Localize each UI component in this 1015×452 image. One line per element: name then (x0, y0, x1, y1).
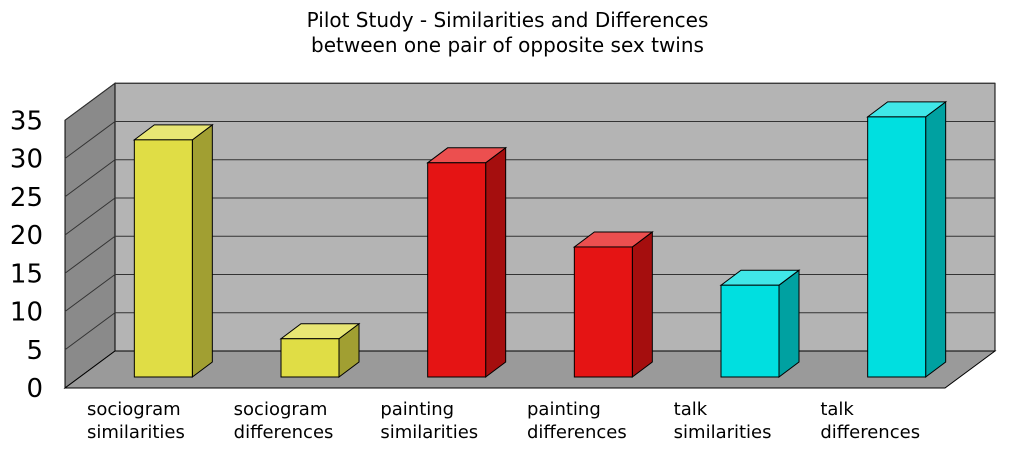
side-wall (64, 82, 116, 389)
bar-side (925, 100, 947, 378)
bar-front (280, 338, 340, 378)
bar-side (485, 146, 507, 378)
gridline (64, 312, 116, 351)
y-tick-label: 30 (10, 145, 43, 175)
x-tick-label: sociogram (234, 399, 328, 420)
y-tick-label: 10 (10, 298, 43, 328)
x-tick-label: sociogram (87, 399, 181, 420)
x-tick-label: similarities (87, 422, 185, 443)
x-tick-label: painting (380, 399, 454, 420)
x-tick-label: talk (820, 399, 854, 420)
bar (719, 269, 801, 378)
gridline (64, 235, 116, 274)
chart-title-line-1: Pilot Study - Similarities and Differenc… (306, 8, 709, 32)
y-tick-label: 15 (10, 259, 43, 289)
bar (866, 100, 948, 378)
y-tick-label: 20 (10, 221, 43, 251)
y-tick-label: 5 (26, 336, 43, 366)
bar (132, 123, 214, 378)
x-tick-label: painting (527, 399, 601, 420)
gridline (64, 159, 116, 198)
x-tick-label: similarities (674, 422, 772, 443)
y-tick-label: 25 (10, 183, 43, 213)
gridline (64, 121, 116, 159)
chart-title-line-2: between one pair of opposite sex twins (311, 33, 704, 57)
y-tick-label: 35 (10, 106, 43, 136)
bar-front (720, 284, 780, 378)
bar-front (133, 139, 193, 378)
chart-title: Pilot Study - Similarities and Differenc… (0, 8, 1015, 58)
bar (426, 146, 508, 378)
y-tick-label: 0 (26, 374, 43, 404)
gridline (64, 274, 116, 312)
bar-front (573, 246, 633, 378)
bar (572, 230, 654, 378)
back-wall (114, 82, 996, 352)
bar-front (867, 116, 927, 378)
x-tick-label: differences (527, 422, 627, 443)
bar (279, 322, 361, 378)
bar-front (427, 162, 487, 378)
bar-side (631, 230, 653, 378)
x-tick-label: differences (234, 422, 334, 443)
x-tick-label: differences (820, 422, 920, 443)
bar-side (778, 269, 800, 378)
x-tick-label: talk (674, 399, 708, 420)
gridline (64, 82, 116, 121)
x-tick-label: similarities (380, 422, 478, 443)
bar-side (191, 123, 213, 378)
gridline (64, 197, 116, 236)
